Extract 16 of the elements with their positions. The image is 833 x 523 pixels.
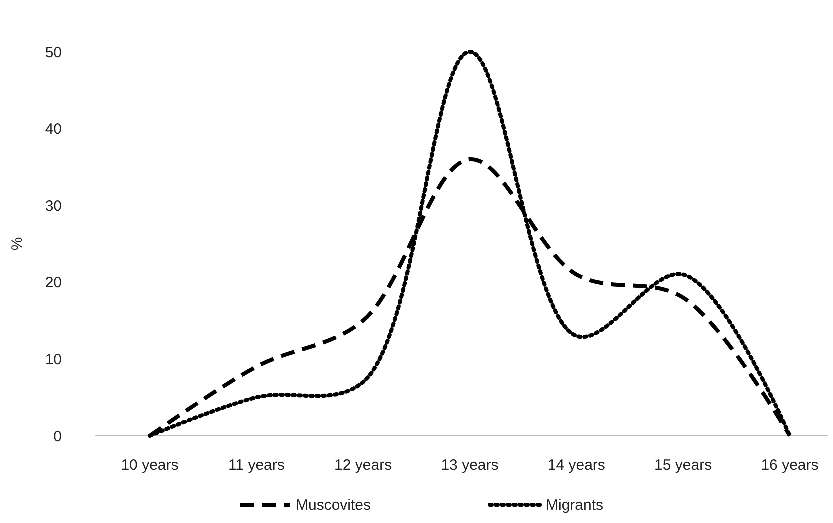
y-tick-label: 50	[45, 44, 62, 62]
legend-label: Migrants	[546, 497, 604, 514]
y-tick-label: 10	[45, 351, 62, 368]
x-tick-label: 14 years	[548, 457, 606, 474]
y-axis-title: %	[9, 237, 26, 251]
x-tick-label: 15 years	[654, 457, 712, 474]
x-tick-label: 16 years	[761, 457, 819, 474]
x-tick-label: 11 years	[228, 457, 285, 474]
x-tick-label: 10 years	[121, 457, 179, 474]
legend-label: Muscovites	[296, 497, 372, 514]
y-tick-label: 0	[54, 428, 62, 446]
y-tick-label: 40	[45, 121, 62, 138]
x-tick-label: 12 years	[334, 457, 392, 474]
x-tick-label: 13 years	[441, 457, 499, 474]
y-tick-label: 20	[45, 274, 62, 292]
y-tick-label: 30	[45, 198, 62, 215]
